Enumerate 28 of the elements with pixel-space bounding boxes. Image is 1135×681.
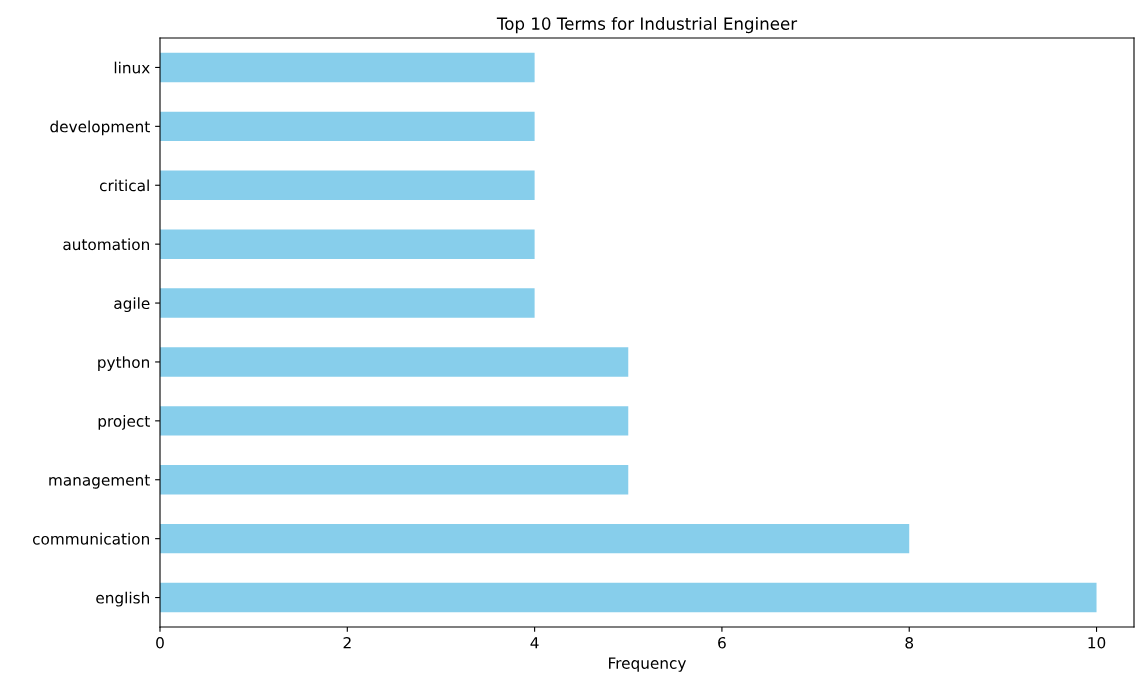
bar xyxy=(160,52,535,83)
x-tick-label: 6 xyxy=(718,636,726,649)
y-tick-label: communication xyxy=(32,532,149,545)
x-tick-label: 4 xyxy=(530,637,539,649)
bar xyxy=(160,582,1097,613)
x-tick-label: 10 xyxy=(1088,636,1106,649)
y-tick-label: automation xyxy=(63,238,149,251)
bar xyxy=(160,347,629,377)
bar xyxy=(160,170,535,200)
x-tick-label: 0 xyxy=(156,636,164,649)
x-tick-label: 8 xyxy=(905,636,914,649)
chart-title: Top 10 Terms for Industrial Engineer xyxy=(496,17,798,34)
y-tick-label: linux xyxy=(114,61,150,74)
y-tick-label: development xyxy=(50,120,150,136)
y-tick-label: python xyxy=(98,356,149,371)
y-tick-label: project xyxy=(98,415,150,430)
bar xyxy=(160,406,629,436)
y-tick-label: critical xyxy=(99,179,149,192)
bar xyxy=(160,111,535,142)
bar xyxy=(160,288,535,318)
bar xyxy=(160,465,629,495)
y-tick-label: english xyxy=(96,591,149,607)
bar xyxy=(160,523,910,554)
y-tick-label: agile xyxy=(114,297,150,313)
y-tick-label: management xyxy=(49,474,150,489)
x-axis-title: Frequency xyxy=(609,657,686,672)
x-tick-label: 2 xyxy=(343,636,351,649)
bar xyxy=(160,229,535,259)
